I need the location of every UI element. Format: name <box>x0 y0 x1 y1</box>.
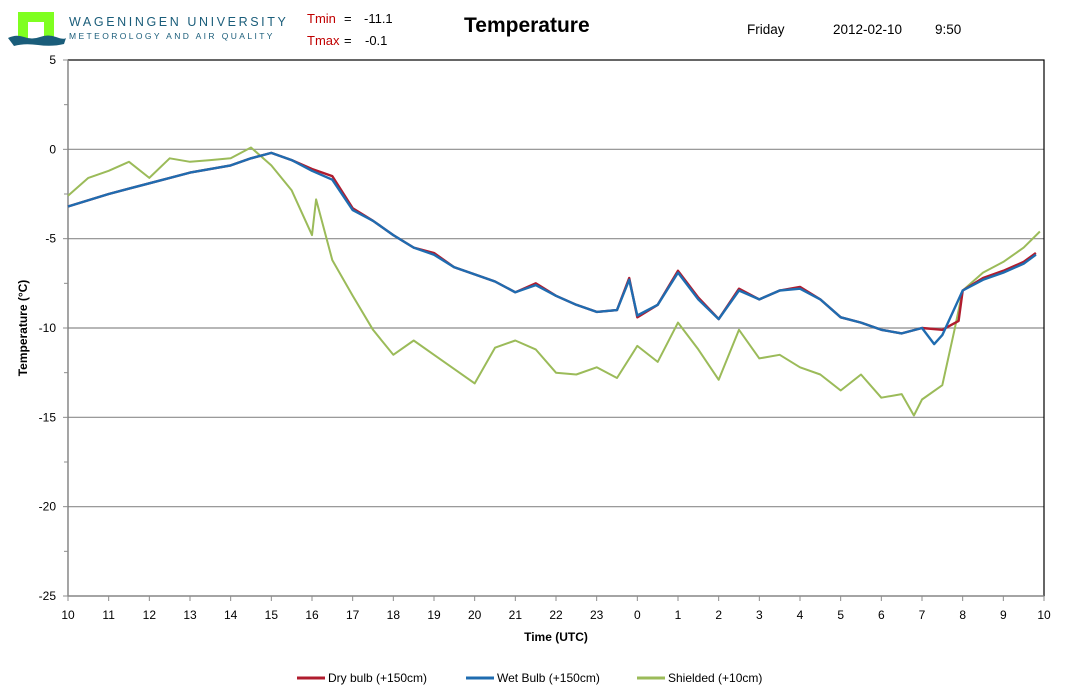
y-tick-label: -15 <box>39 410 57 424</box>
series-line-dry-0 <box>67 151 1037 335</box>
x-tick-label: 15 <box>265 608 279 622</box>
series-line-shielded-2 <box>67 146 1041 417</box>
y-axis: 5 0 -5 -10 -15 -20 -25 <box>39 53 69 603</box>
x-tick-label: 23 <box>590 608 604 622</box>
tmax-equals: = <box>344 33 352 48</box>
department-name: METEOROLOGY AND AIR QUALITY <box>69 31 275 41</box>
legend-label-0: Dry bulb (+150cm) <box>328 671 427 685</box>
x-tick-label: 7 <box>919 608 926 622</box>
tmin-label: Tmin <box>307 11 336 26</box>
x-tick-label: 9 <box>1000 608 1007 622</box>
tmax-value: -0.1 <box>365 33 388 48</box>
y-tick-label: -25 <box>39 589 57 603</box>
x-tick-label: 16 <box>305 608 319 622</box>
x-tick-label: 20 <box>468 608 482 622</box>
time-label: 9:50 <box>935 22 962 37</box>
header: WAGENINGEN UNIVERSITY METEOROLOGY AND AI… <box>0 0 1067 56</box>
y-tick-label: -10 <box>39 321 57 335</box>
day-label: Friday <box>747 22 785 37</box>
tmin-value: -11.1 <box>364 11 393 26</box>
x-axis: 10 11 12 13 14 15 16 17 18 19 20 21 22 23 0 1 2 3 4 5 6 7 8 9 10 <box>61 595 1051 622</box>
series-line-wet-1 <box>67 151 1037 346</box>
y-tick-label: -5 <box>45 232 56 246</box>
x-tick-label: 18 <box>387 608 401 622</box>
legend-label-2: Shielded (+10cm) <box>668 671 762 685</box>
x-tick-label: 13 <box>183 608 197 622</box>
tmax-label: Tmax <box>307 33 340 48</box>
x-tick-label: 3 <box>756 608 763 622</box>
x-tick-label: 8 <box>959 608 966 622</box>
x-tick-label: 4 <box>797 608 804 622</box>
x-tick-label: 0 <box>634 608 641 622</box>
university-name: WAGENINGEN UNIVERSITY <box>69 15 289 29</box>
x-tick-label: 11 <box>102 608 115 622</box>
x-axis-title: Time (UTC) <box>524 630 588 644</box>
legend: Dry bulb (+150cm) Wet Bulb (+150cm) Shield… <box>297 671 762 685</box>
series-lines <box>67 146 1041 417</box>
chart-title: Temperature <box>464 14 590 37</box>
wageningen-logo-icon <box>8 12 66 46</box>
x-tick-label: 10 <box>61 608 75 622</box>
x-tick-label: 1 <box>675 608 682 622</box>
x-tick-label: 14 <box>224 608 238 622</box>
x-tick-label: 19 <box>427 608 441 622</box>
x-tick-label: 6 <box>878 608 885 622</box>
y-tick-label: 5 <box>49 53 56 67</box>
x-tick-label: 22 <box>549 608 563 622</box>
y-axis-title: Temperature (°C) <box>16 280 30 377</box>
y-tick-label: -20 <box>39 500 57 514</box>
x-tick-label: 12 <box>143 608 157 622</box>
x-tick-label: 5 <box>837 608 844 622</box>
tmin-equals: = <box>344 11 352 26</box>
x-tick-label: 2 <box>715 608 722 622</box>
x-tick-label: 17 <box>346 608 360 622</box>
gridlines <box>68 148 1044 508</box>
y-tick-label: 0 <box>49 142 56 156</box>
date-label: 2012-02-10 <box>833 22 903 37</box>
x-tick-label: 10 <box>1037 608 1051 622</box>
legend-label-1: Wet Bulb (+150cm) <box>497 671 600 685</box>
x-tick-label: 21 <box>509 608 523 622</box>
